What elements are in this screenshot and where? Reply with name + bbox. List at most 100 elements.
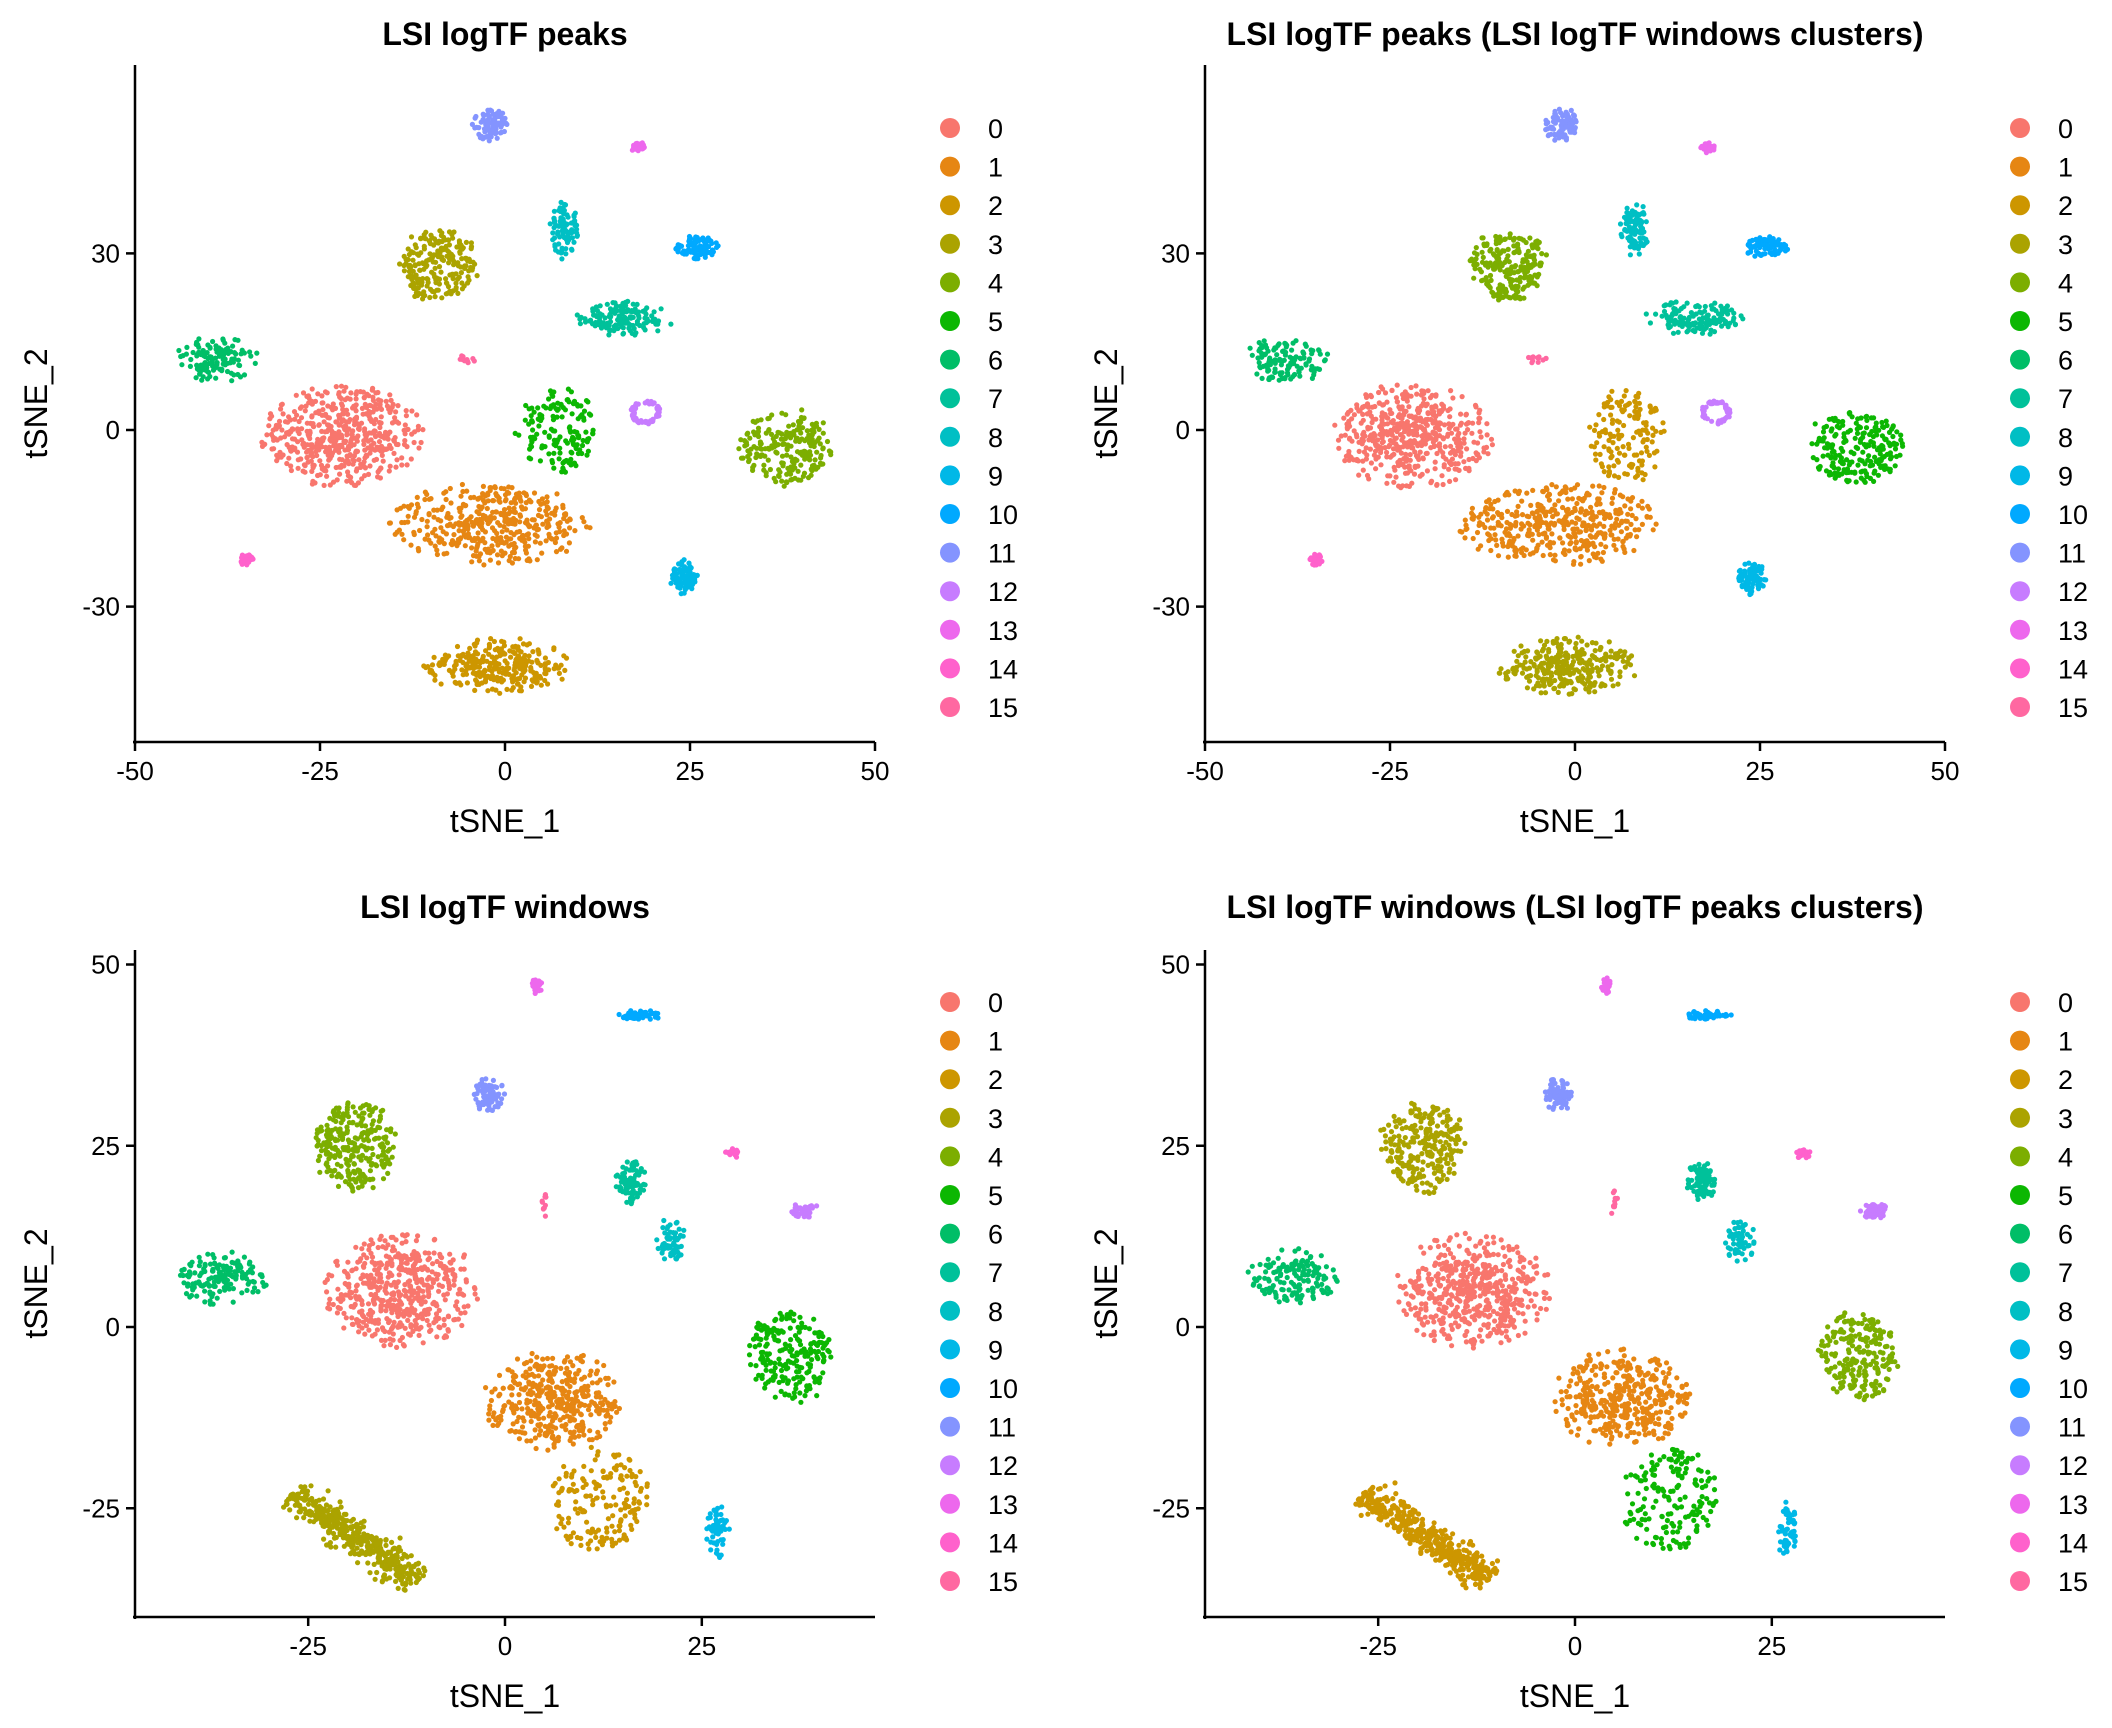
- data-point: [1401, 456, 1407, 462]
- data-point: [1488, 436, 1495, 442]
- data-point: [423, 229, 429, 235]
- data-point: [574, 429, 580, 435]
- data-point: [1470, 535, 1476, 542]
- data-point: [1586, 689, 1592, 695]
- data-point: [447, 485, 453, 492]
- data-point: [338, 383, 345, 389]
- data-point: [1876, 427, 1882, 433]
- data-point: [210, 338, 216, 345]
- data-point: [1308, 347, 1314, 353]
- data-point: [648, 418, 654, 424]
- data-point: [1598, 541, 1604, 547]
- data-point: [183, 351, 189, 357]
- data-point: [817, 460, 824, 466]
- data-point: [655, 328, 661, 334]
- data-point: [1643, 420, 1649, 426]
- data-point: [1371, 431, 1377, 437]
- data-point: [788, 454, 794, 460]
- data-point: [1538, 638, 1544, 644]
- data-point: [681, 248, 687, 254]
- data-point: [371, 428, 377, 434]
- data-point: [1584, 547, 1590, 553]
- data-point: [1474, 251, 1480, 257]
- data-point: [773, 433, 779, 439]
- data-point: [1549, 531, 1555, 537]
- data-point: [1619, 518, 1625, 524]
- data-point: [1611, 490, 1618, 496]
- data-point: [589, 321, 596, 327]
- data-point: [817, 441, 823, 447]
- data-point: [1408, 444, 1414, 450]
- legend-label-6: 6: [988, 346, 1003, 376]
- data-point: [583, 429, 589, 435]
- data-point: [324, 473, 330, 479]
- data-point: [429, 662, 436, 668]
- data-point: [1566, 639, 1572, 645]
- legend-swatch-9: [940, 465, 960, 486]
- data-point: [376, 439, 383, 445]
- data-point: [474, 273, 480, 279]
- data-point: [296, 418, 302, 425]
- data-point: [1829, 449, 1835, 455]
- data-point: [572, 528, 578, 534]
- data-point: [1423, 450, 1429, 457]
- data-point: [1857, 439, 1863, 445]
- data-point: [563, 251, 569, 257]
- data-point: [1627, 662, 1634, 668]
- data-point: [1587, 533, 1593, 539]
- data-point: [1579, 638, 1585, 644]
- data-point: [538, 675, 544, 681]
- data-point: [1623, 388, 1629, 394]
- data-point: [1282, 352, 1288, 358]
- data-point: [559, 256, 565, 262]
- data-point: [336, 429, 342, 435]
- data-point: [491, 638, 497, 645]
- legend-label-15: 15: [988, 693, 1018, 723]
- data-point: [1643, 311, 1649, 317]
- data-point: [1392, 436, 1398, 442]
- data-point: [1491, 525, 1497, 531]
- data-point: [1661, 303, 1667, 309]
- data-point: [1525, 530, 1531, 537]
- data-point: [184, 344, 190, 350]
- data-point: [210, 356, 216, 362]
- data-point: [1415, 453, 1421, 459]
- data-point: [348, 390, 354, 396]
- data-point: [627, 308, 633, 314]
- data-point: [1406, 431, 1412, 437]
- data-point: [1641, 211, 1647, 217]
- data-point: [386, 468, 392, 474]
- data-point: [1573, 640, 1579, 647]
- data-point: [623, 299, 629, 305]
- data-point: [351, 403, 357, 409]
- data-point: [188, 356, 194, 363]
- data-point: [1649, 439, 1655, 445]
- data-point: [402, 438, 408, 444]
- data-point: [632, 145, 638, 151]
- data-point: [1384, 480, 1390, 486]
- data-point: [1484, 432, 1490, 438]
- data-point: [1470, 455, 1476, 462]
- data-point: [1858, 415, 1864, 421]
- data-point: [443, 531, 449, 537]
- data-point: [531, 409, 537, 415]
- data-point: [488, 514, 494, 520]
- data-point: [365, 471, 372, 477]
- data-point: [492, 484, 498, 490]
- data-point: [484, 505, 490, 512]
- data-point: [551, 219, 558, 225]
- data-point: [1370, 416, 1376, 422]
- data-point: [553, 535, 560, 541]
- data-point: [426, 512, 432, 518]
- data-point: [1550, 540, 1557, 546]
- data-point: [496, 666, 502, 672]
- data-point: [489, 543, 495, 549]
- data-point: [1634, 202, 1640, 208]
- data-point: [403, 413, 409, 419]
- data-point: [1483, 275, 1489, 281]
- data-point: [1861, 477, 1867, 483]
- data-point: [1525, 520, 1531, 526]
- data-point: [815, 464, 821, 470]
- data-point: [1543, 520, 1549, 526]
- data-point: [565, 386, 572, 392]
